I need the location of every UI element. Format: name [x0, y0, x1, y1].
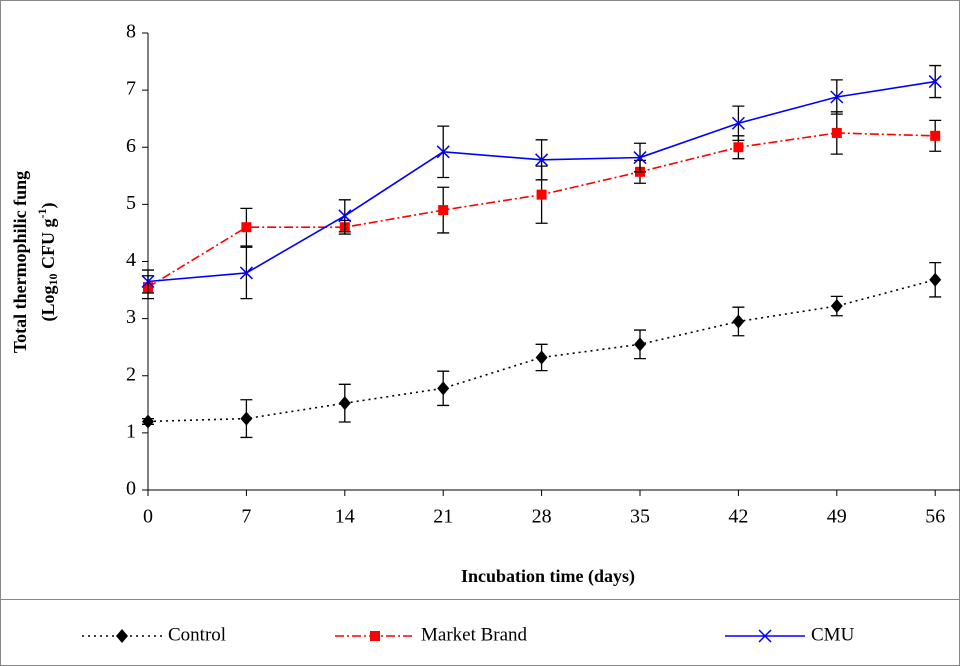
marker [830, 90, 844, 104]
marker [436, 145, 450, 159]
y-tick-label: 5 [126, 192, 136, 214]
marker [634, 337, 646, 352]
marker [338, 209, 352, 223]
legend-marker [370, 631, 380, 641]
x-axis-title: Incubation time (days) [461, 566, 635, 587]
marker [142, 414, 154, 429]
y-axis-title-part: -1 [35, 209, 49, 219]
marker [928, 75, 942, 89]
y-tick-label: 2 [126, 363, 136, 385]
marker [535, 350, 548, 365]
x-tick-label: 42 [728, 506, 748, 528]
marker [733, 142, 744, 153]
y-axis-title-part: 10 [46, 274, 60, 286]
x-tick-label: 56 [925, 506, 945, 528]
y-axis-title-part: (Log [38, 286, 59, 322]
x-tick-label: 28 [532, 506, 552, 528]
x-tick-label: 35 [630, 506, 650, 528]
y-axis-title-part: CFU g [38, 219, 58, 274]
y-tick-label: 3 [126, 306, 136, 328]
marker [536, 189, 547, 200]
y-axis-title-2: (Log10 CFU g-1) [35, 203, 60, 322]
legend-marker [758, 629, 772, 643]
marker [535, 153, 549, 167]
legend-label: CMU [811, 624, 855, 645]
y-tick-label: 4 [126, 249, 136, 271]
marker [830, 299, 843, 314]
marker [239, 266, 253, 280]
y-tick-label: 1 [126, 420, 136, 442]
x-tick-label: 14 [335, 506, 355, 528]
x-tick-label: 0 [143, 506, 153, 528]
marker [240, 411, 253, 426]
legend-label: Control [168, 624, 226, 645]
legend-label: Market Brand [421, 624, 528, 645]
x-tick-label: 21 [433, 506, 453, 528]
legend-marker [116, 629, 128, 643]
marker [732, 314, 745, 329]
series-line [147, 279, 936, 423]
x-tick-label: 49 [827, 506, 847, 528]
marker [929, 272, 942, 287]
marker [438, 205, 449, 216]
y-tick-label: 6 [126, 135, 136, 157]
marker [731, 116, 745, 130]
marker [831, 127, 842, 138]
marker [930, 130, 941, 141]
y-axis-title: Total thermophilic fung [10, 171, 30, 353]
marker [338, 396, 351, 411]
marker [633, 151, 647, 165]
marker [141, 274, 155, 289]
y-tick-label: 8 [126, 21, 136, 43]
y-tick-label: 0 [126, 478, 136, 500]
y-axis-title-part: ) [38, 203, 59, 209]
x-tick-label: 7 [241, 506, 251, 528]
marker [437, 381, 450, 396]
marker [241, 222, 252, 233]
y-tick-label: 7 [126, 78, 136, 100]
